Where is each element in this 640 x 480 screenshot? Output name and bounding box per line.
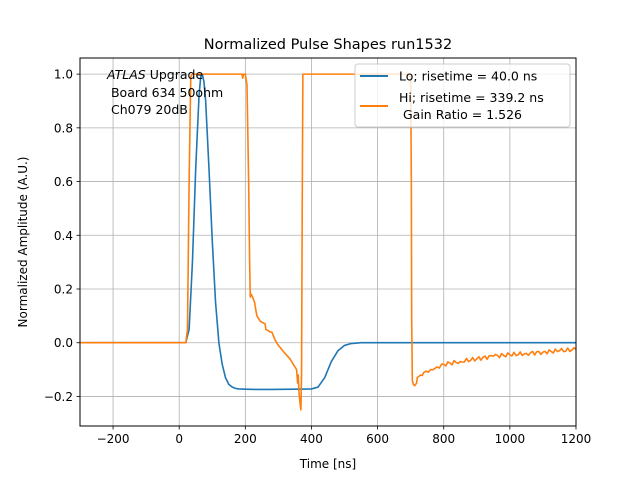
legend-box <box>354 63 571 128</box>
annotation-atlas: ATLAS <box>106 67 146 82</box>
y-tick-label: 0.6 <box>54 175 73 189</box>
x-tick-label: 1200 <box>561 432 592 446</box>
x-tick-label: 600 <box>366 432 389 446</box>
y-tick-label: 0.8 <box>54 121 73 135</box>
annotation-line-1: Upgrade <box>146 67 204 82</box>
legend: Lo; risetime = 40.0 ns Hi; risetime = 33… <box>354 63 571 128</box>
y-tick-label: 0.2 <box>54 283 73 297</box>
x-axis-label: Time [ns] <box>299 457 356 471</box>
legend-label-hi-line1: Hi; risetime = 339.2 ns <box>399 90 544 105</box>
annotation-line-2: Board 634 50ohm <box>107 85 223 100</box>
series-line-hi <box>80 73 576 411</box>
x-tick-label: 800 <box>432 432 455 446</box>
svg-text:ATLAS Upgrade: ATLAS Upgrade <box>106 67 203 82</box>
legend-label-hi-line2: Gain Ratio = 1.526 <box>399 107 522 122</box>
y-tick-label: −0.2 <box>44 390 73 404</box>
x-tick-label: 200 <box>234 432 257 446</box>
y-axis-ticks: −0.2 0.0 0.2 0.4 0.6 0.8 1.0 <box>44 68 80 404</box>
y-tick-label: 0.4 <box>54 229 73 243</box>
y-tick-label: 0.0 <box>54 336 73 350</box>
chart-title: Normalized Pulse Shapes run1532 <box>204 37 452 53</box>
axes-frame <box>79 57 577 427</box>
x-tick-label: 0 <box>175 432 183 446</box>
annotation-line-3: Ch079 20dB <box>107 102 188 117</box>
x-tick-label: 1000 <box>495 432 526 446</box>
x-axis-ticks: −200 0 200 400 600 800 1000 1200 <box>97 426 592 446</box>
x-tick-label: 400 <box>300 432 323 446</box>
y-tick-label: 1.0 <box>54 68 73 82</box>
x-tick-label: −200 <box>97 432 130 446</box>
annotation-text: ATLAS Upgrade Board 634 50ohm Ch079 20dB <box>106 67 223 117</box>
legend-label-lo: Lo; risetime = 40.0 ns <box>399 69 537 84</box>
y-axis-label: Normalized Amplitude (A.U.) <box>16 157 30 328</box>
series-line-lo <box>80 73 576 391</box>
plot-lines <box>80 73 576 411</box>
